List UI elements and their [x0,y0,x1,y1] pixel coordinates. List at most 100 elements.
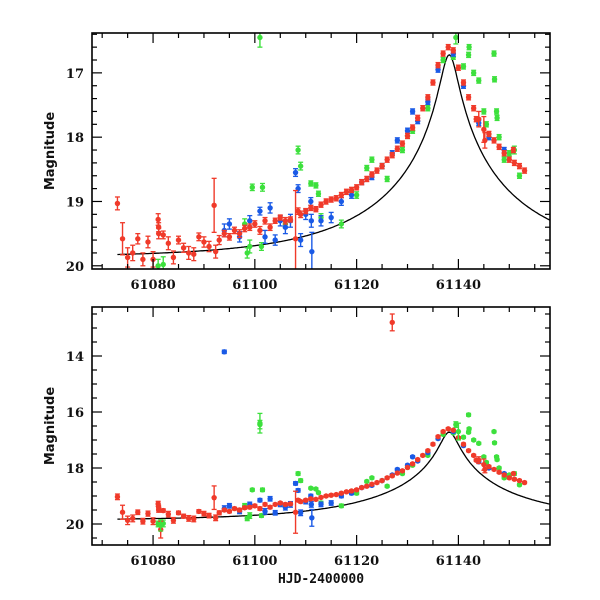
data-marker [440,57,446,63]
red-point [308,204,314,212]
green-point [496,465,502,471]
green-point [259,182,266,192]
red-point [175,235,182,245]
red-point [460,79,467,86]
x-tick-label: 61080 [130,278,175,293]
data-marker [483,121,490,128]
data-marker [389,473,395,479]
green-point [481,108,487,115]
plot-area [114,33,550,269]
red-point [338,191,345,199]
data-marker [501,150,507,156]
green-point [297,477,304,484]
x-tick-label: 61140 [436,554,481,569]
red-point [180,513,187,519]
data-marker [262,508,268,515]
red-point [476,456,482,465]
red-point [130,514,136,523]
data-marker [119,236,126,242]
red-point [465,94,472,101]
data-marker [145,239,151,245]
red-point [236,507,243,513]
data-marker [430,441,436,447]
data-marker [272,501,278,508]
blue-point [257,206,263,216]
data-marker [384,475,390,481]
red-point [216,510,222,516]
data-marker [135,509,141,515]
green-point [158,519,164,532]
red-point [160,507,166,514]
red-point [506,156,512,163]
data-marker [435,433,441,440]
blue-point [262,507,268,515]
data-marker [425,94,431,101]
plot-area [114,313,550,539]
green-point [249,183,255,192]
data-marker [338,503,345,509]
data-marker [267,504,273,510]
blue-point [409,108,416,115]
red-point [119,504,126,520]
red-point [155,504,162,510]
data-marker [252,503,258,509]
data-marker [140,256,146,263]
y-tick-label: 17 [66,67,84,82]
red-point [399,140,406,147]
blue-point [318,214,324,227]
data-marker [470,437,477,443]
data-marker [241,505,248,511]
data-marker [212,515,219,521]
data-marker [328,214,334,221]
data-marker [384,156,390,163]
top-panel-axes: 61080 61100 61120 61140 17 18 19 20 [66,32,551,293]
data-marker [259,184,266,191]
data-marker [348,187,355,193]
data-marker [309,248,315,255]
red-point [140,517,146,525]
data-marker [303,497,309,503]
red-point [521,167,528,174]
green-point [476,440,482,447]
red-point [510,146,517,154]
data-marker [297,498,304,505]
data-marker [318,501,324,508]
green-point [455,422,462,441]
red-point [292,490,299,534]
red-point [201,236,207,248]
blue-point [394,137,401,144]
data-marker [369,475,375,481]
data-marker [303,208,309,214]
red-point [455,64,462,71]
data-marker [211,494,217,501]
data-marker [364,483,370,489]
red-point [353,184,360,191]
red-point [440,50,446,57]
data-marker [315,489,322,496]
x-tick-label: 61140 [436,278,481,293]
data-marker [369,171,375,178]
data-marker [221,507,228,513]
data-marker [404,133,411,139]
y-tick-label: 20 [66,260,84,275]
red-point [430,79,436,86]
red-point [323,198,329,205]
red-point [135,232,141,245]
green-point [516,172,523,179]
red-point [277,214,283,221]
data-marker [160,507,166,514]
data-marker [379,477,385,484]
red-point [470,105,477,112]
red-point [323,493,329,499]
bottom-panel: 61080 61100 61120 61140 14 16 18 20 Magnitude H… [43,306,551,587]
green-point [466,43,472,51]
green-point [481,454,487,460]
red-point [420,105,426,112]
red-point [486,463,492,470]
data-marker [353,487,360,493]
data-marker [262,501,268,508]
data-marker [221,230,228,237]
data-marker [496,465,502,471]
red-point [450,427,457,433]
y-tick-label: 14 [66,350,84,365]
